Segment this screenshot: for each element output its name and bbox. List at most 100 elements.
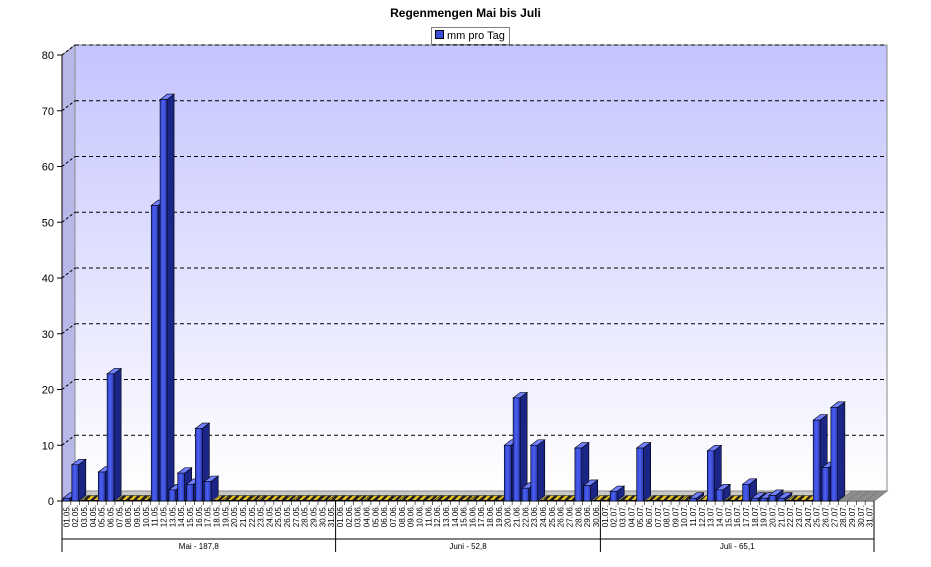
x-tick-label: 26.07. [821,505,830,527]
x-tick-label: 29.05. [310,505,319,527]
x-tick-label: 23.07. [795,505,804,527]
bar [521,487,530,502]
legend-label: mm pro Tag [447,30,505,42]
bar [574,447,583,502]
y-tick-label: 0 [48,496,54,508]
zero-value-edge [451,500,461,501]
x-tick-label: 25.07. [813,505,822,527]
zero-value-edge [698,500,708,501]
x-tick-label: 01.05. [62,505,71,527]
bar [530,444,538,502]
x-tick-label: 07.05. [115,505,124,527]
x-tick-label: 19.05. [221,505,230,527]
x-tick-label: 12.05. [160,505,169,527]
x-tick-label: 27.07. [830,505,839,527]
x-tick-label: 10.05. [142,505,151,527]
grid-line-side [61,323,76,335]
x-tick-label: 18.05. [212,505,221,527]
zero-value-edge [80,500,90,501]
x-tick-label: 12.06. [433,505,442,527]
grid-line-side [61,434,76,446]
bar-side [166,93,175,502]
plot-side-wall [61,43,76,503]
zero-value-edge [671,500,681,501]
x-tick-label: 06.07. [645,505,654,527]
x-tick-label: 11.05. [151,505,160,527]
x-tick-label: 11.07. [689,505,698,527]
bar-side [537,439,546,502]
x-tick-label: 21.06. [513,505,522,527]
y-tick-label: 10 [42,440,54,452]
y-tick-label: 60 [42,162,54,174]
grid-line-side [61,379,76,390]
zero-value-edge [627,500,637,501]
zero-value-edge [486,500,496,501]
zero-value-edge [663,500,672,501]
x-tick-label: 02.06. [345,505,354,527]
zero-value-edge [804,500,814,501]
y-tick-label: 30 [42,329,54,341]
no-data-slab [864,490,888,502]
bar [768,495,777,502]
bar [706,450,715,502]
zero-value-edge [601,500,611,501]
zero-value-edge [345,500,355,501]
bar [821,467,830,502]
bar [777,497,786,502]
x-tick-label: 28.05. [301,505,310,527]
zero-value-edge [460,500,469,501]
bar [751,497,759,502]
x-tick-label: 06.05. [107,505,116,527]
y-tick-label: 20 [42,385,54,397]
x-tick-label: 22.07. [786,505,795,527]
x-tick-label: 08.07. [663,505,672,527]
bar-side [113,367,122,502]
zero-value-edge [645,500,655,501]
bar [71,464,79,502]
x-tick-label: 19.07. [760,505,769,527]
zero-value-edge [274,500,284,501]
x-tick-label: 15.07. [724,505,733,527]
bar [150,205,159,502]
zero-value-edge [301,500,311,501]
y-tick-label: 50 [42,217,54,229]
bar [186,483,194,502]
x-tick-label: 04.06. [363,505,372,527]
x-tick-label: 07.07. [654,505,663,527]
x-tick-label: 20.05. [230,505,239,527]
x-tick-label: 13.07. [707,505,716,527]
zero-value-edge [424,500,434,501]
x-tick-label: 04.05. [89,505,98,527]
bar [62,497,71,502]
zero-value-edge [433,500,443,501]
x-tick-label: 30.06. [592,505,601,527]
zero-value-edge [354,500,364,501]
zero-value-edge [654,500,664,501]
bar [689,497,697,502]
x-tick-label: 09.07. [671,505,680,527]
x-tick-label: 17.06. [477,505,486,527]
x-tick-label: 03.05. [80,505,89,527]
zero-value-edge [619,500,628,501]
x-tick-label: 28.06. [574,505,583,527]
y-tick-label: 70 [42,106,54,118]
bar-side [837,401,846,502]
month-label: Mai - 187,8 [179,542,220,551]
x-tick-label: 22.05. [248,505,257,527]
zero-value-edge [292,500,302,501]
zero-value-edge [680,500,690,501]
x-tick-label: 27.06. [566,505,575,527]
x-tick-label: 24.05. [265,505,274,527]
x-tick-label: 14.06. [451,505,460,527]
x-tick-label: 31.07. [866,505,875,527]
x-tick-label: 29.06. [583,505,592,527]
bar [609,491,618,502]
x-tick-label: 04.07. [627,505,636,527]
grid-line-side [61,267,76,279]
bar-side [78,458,87,502]
x-tick-label: 11.06. [424,505,433,527]
x-tick-label: 16.06. [468,505,477,527]
bar [812,419,821,502]
x-tick-label: 02.07. [610,505,619,527]
